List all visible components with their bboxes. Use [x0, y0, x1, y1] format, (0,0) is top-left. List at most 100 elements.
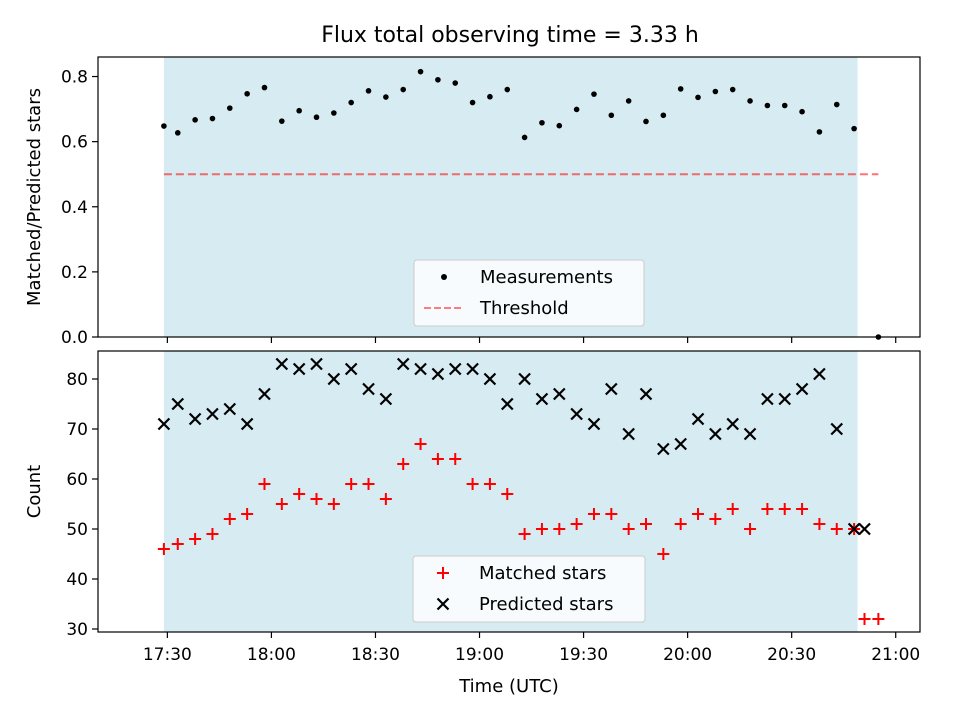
legend-threshold-label: Threshold: [479, 298, 569, 319]
predicted-star-point: [622, 427, 635, 441]
measurement-point: [677, 86, 684, 92]
matched-star-point: [157, 543, 170, 555]
measurement-point: [799, 108, 805, 115]
predicted-star-point: [223, 402, 237, 416]
y-tick-label: 0.0: [61, 328, 88, 348]
measurement-point: [296, 107, 302, 114]
matched-star-point: [640, 518, 652, 530]
ratio-y-axis: 0.0 0.2 0.4 0.6 0.8: [61, 68, 98, 348]
predicted-star-point: [448, 362, 462, 376]
matched-star-point: [518, 528, 531, 540]
predicted-star-point: [587, 417, 601, 431]
legend-matched-marker: [437, 567, 449, 579]
ratio-legend: Measurements Threshold: [413, 259, 645, 327]
matched-star-point: [726, 503, 739, 515]
measurement-point: [816, 129, 823, 135]
matched-star-point: [171, 538, 184, 550]
x-tick-label: 19:30: [559, 645, 608, 665]
matched-star-point: [501, 488, 514, 500]
predicted-star-point: [310, 357, 323, 371]
ratio-legend-box: [413, 259, 645, 327]
predicted-star-point: [830, 422, 844, 436]
measurement-point: [313, 114, 320, 121]
measurement-point: [573, 106, 580, 113]
count-y-axis: 30 40 50 60 70 80: [66, 370, 98, 640]
predicted-star-point: [379, 392, 393, 406]
matched-star-point: [189, 533, 202, 545]
x-tick-label: 21:00: [871, 645, 920, 665]
matched-star-point: [657, 548, 670, 560]
predicted-star-point: [795, 382, 809, 396]
matched-star-point: [362, 478, 375, 490]
measurement-point: [781, 102, 788, 109]
y-tick-label: 30: [66, 620, 88, 640]
measurement-point: [643, 118, 649, 125]
matched-star-point: [570, 518, 583, 530]
measurement-point: [348, 99, 354, 106]
ratio-axes-frame: [97, 56, 921, 338]
predicted-star-point: [362, 382, 375, 396]
matched-star-point: [692, 508, 705, 520]
matched-star-point: [778, 503, 791, 515]
predicted-star-point: [709, 427, 722, 441]
count-panel: 30 40 50 60 70 80 17:30 18:00 18:30 19:00 19:30 20…: [24, 350, 921, 697]
y-tick-label: 60: [66, 470, 88, 490]
legend-predicted-label: Predicted stars: [479, 594, 613, 615]
matched-star-point: [379, 493, 392, 505]
measurement-point: [851, 125, 857, 132]
predicted-star-point: [431, 367, 445, 381]
measurement-point: [729, 86, 736, 93]
predicted-star-point: [639, 387, 653, 401]
measurement-point: [174, 130, 181, 136]
y-tick-label: 70: [66, 420, 88, 440]
matched-star-point: [275, 498, 288, 510]
measurement-point: [487, 93, 493, 100]
x-tick-label: 18:30: [351, 645, 400, 665]
plus-glyph: [437, 567, 449, 579]
matched-star-point: [761, 503, 774, 515]
count-y-axis-label: Count: [24, 465, 45, 518]
legend-measurements-label: Measurements: [480, 267, 613, 288]
matched-star-point: [709, 513, 722, 525]
matched-star-point: [345, 478, 358, 490]
y-tick-label: 0.8: [61, 68, 88, 88]
matched-star-point: [293, 488, 306, 500]
matched-star-point: [258, 478, 271, 490]
legend-measurements-marker: [441, 274, 447, 280]
matched-star-point: [431, 453, 444, 465]
measurement-point: [747, 98, 753, 104]
y-tick-label: 80: [66, 370, 88, 390]
predicted-star-point: [240, 417, 254, 431]
y-tick-label: 50: [66, 520, 88, 540]
predicted-star-point: [726, 417, 739, 431]
predicted-star-point: [847, 522, 861, 536]
measurement-point: [244, 90, 250, 97]
matched-star-point: [483, 478, 496, 490]
matched-star-point: [830, 523, 843, 535]
predicted-star-point: [396, 357, 410, 371]
matched-star-point: [310, 493, 323, 505]
matched-star-point: [605, 508, 618, 520]
matched-star-point: [414, 438, 427, 450]
predicted-star-point: [414, 362, 427, 376]
matched-star-point: [813, 518, 826, 530]
matched-star-point: [622, 523, 635, 535]
legend-matched-label: Matched stars: [479, 563, 606, 584]
predicted-star-point: [553, 387, 566, 401]
matched-star-point: [553, 523, 566, 535]
x-tick-label: 20:00: [663, 645, 712, 665]
measurement-point: [712, 88, 719, 95]
count-legend: Matched stars Predicted stars: [412, 555, 646, 623]
x-tick-label: 18:00: [247, 645, 296, 665]
measurement-point: [521, 134, 528, 141]
x-tick-label: 20:30: [767, 645, 816, 665]
predicted-star-point: [188, 412, 202, 426]
measurement-point: [383, 94, 389, 100]
measurement-point: [764, 102, 771, 109]
measurement-point: [435, 76, 441, 83]
y-tick-label: 40: [66, 570, 88, 590]
predicted-star-point: [605, 382, 618, 396]
measurement-point: [833, 101, 840, 108]
measurement-point: [469, 99, 476, 106]
count-legend-box: [412, 555, 646, 623]
